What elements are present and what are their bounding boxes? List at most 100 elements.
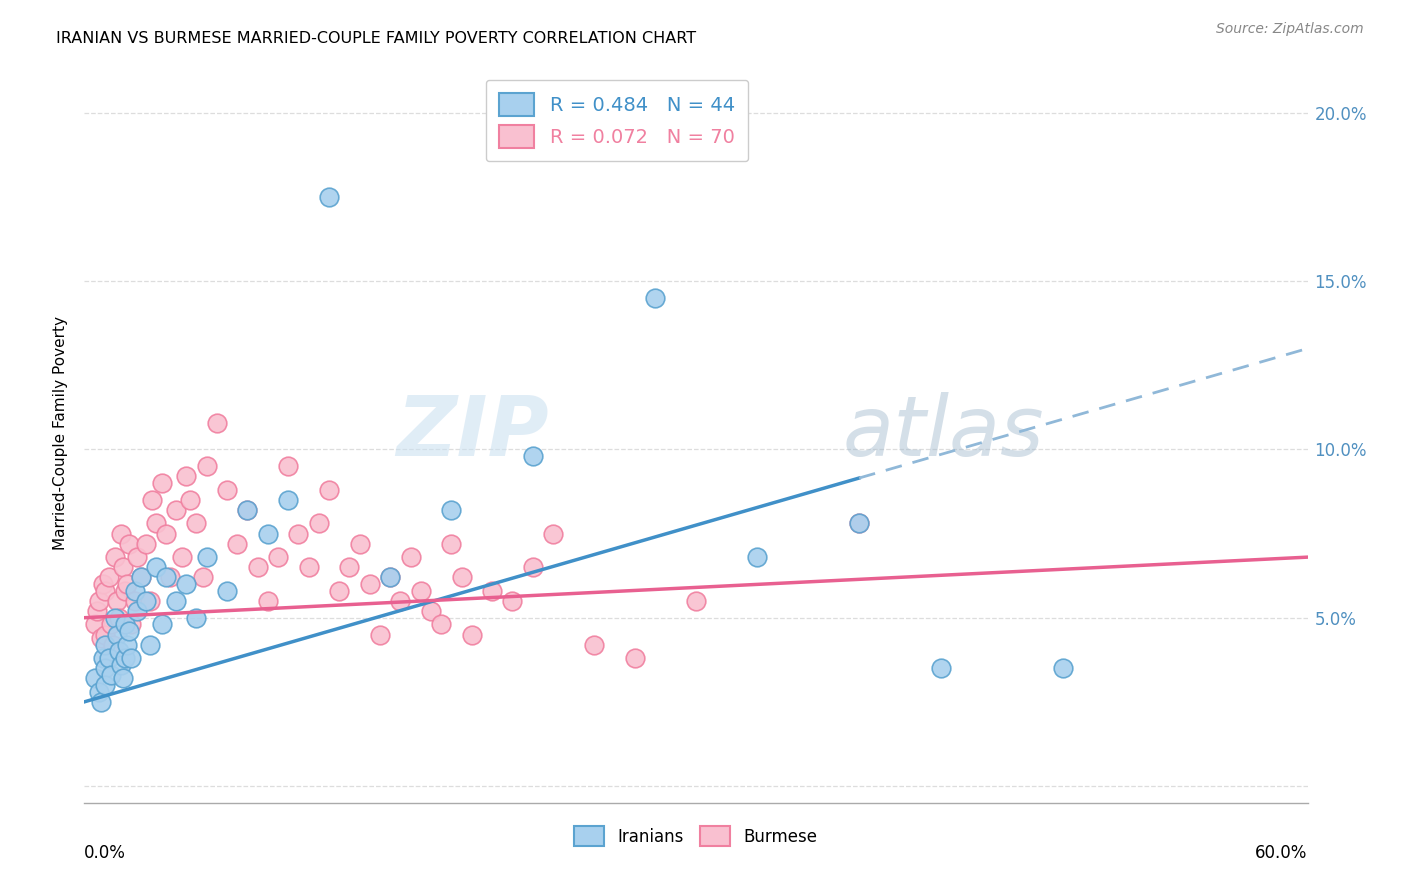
Point <box>1052 661 1074 675</box>
Point <box>430 617 453 632</box>
Point <box>93 678 115 692</box>
Point <box>87 685 110 699</box>
Point <box>236 503 259 517</box>
Point <box>308 516 330 531</box>
Point <box>583 638 606 652</box>
Point <box>440 503 463 517</box>
Point <box>141 492 163 507</box>
Point <box>644 291 666 305</box>
Point <box>114 617 136 632</box>
Point <box>481 583 503 598</box>
Y-axis label: Married-Couple Family Poverty: Married-Couple Family Poverty <box>53 316 69 549</box>
Point <box>257 526 280 541</box>
Point <box>328 583 350 598</box>
Point <box>848 516 870 531</box>
Point <box>747 550 769 565</box>
Point <box>399 550 422 565</box>
Point <box>217 483 239 497</box>
Point <box>108 644 131 658</box>
Point <box>848 516 870 531</box>
Point <box>120 617 142 632</box>
Point <box>172 550 194 565</box>
Point <box>145 516 167 531</box>
Point <box>522 560 544 574</box>
Point <box>195 550 218 565</box>
Point <box>186 610 208 624</box>
Point <box>450 570 472 584</box>
Point <box>277 492 299 507</box>
Point <box>226 536 249 550</box>
Point <box>624 651 647 665</box>
Point <box>105 594 128 608</box>
Point <box>368 627 391 641</box>
Point <box>90 631 112 645</box>
Point <box>502 594 524 608</box>
Point <box>380 570 402 584</box>
Point <box>159 570 181 584</box>
Point <box>87 594 110 608</box>
Point <box>205 416 228 430</box>
Point <box>318 190 340 204</box>
Point <box>257 594 280 608</box>
Point <box>100 668 122 682</box>
Point <box>135 536 157 550</box>
Point <box>165 503 187 517</box>
Point <box>118 624 141 639</box>
Point <box>195 459 218 474</box>
Point <box>114 583 136 598</box>
Point <box>93 583 115 598</box>
Legend: Iranians, Burmese: Iranians, Burmese <box>562 814 830 857</box>
Point <box>380 570 402 584</box>
Point <box>929 661 952 675</box>
Point <box>83 617 105 632</box>
Point <box>97 651 120 665</box>
Point <box>174 469 197 483</box>
Point <box>267 550 290 565</box>
Text: IRANIAN VS BURMESE MARRIED-COUPLE FAMILY POVERTY CORRELATION CHART: IRANIAN VS BURMESE MARRIED-COUPLE FAMILY… <box>56 31 696 46</box>
Point <box>138 594 160 608</box>
Text: atlas: atlas <box>842 392 1045 473</box>
Point <box>104 550 127 565</box>
Point <box>115 577 138 591</box>
Point <box>389 594 412 608</box>
Point <box>124 594 146 608</box>
Point <box>93 661 115 675</box>
Point <box>165 594 187 608</box>
Point <box>277 459 299 474</box>
Point <box>287 526 309 541</box>
Point <box>186 516 208 531</box>
Point <box>127 604 149 618</box>
Point <box>217 583 239 598</box>
Point <box>543 526 565 541</box>
Point <box>409 583 432 598</box>
Point <box>150 617 173 632</box>
Point <box>685 594 707 608</box>
Point <box>110 657 132 672</box>
Point <box>120 651 142 665</box>
Point <box>135 594 157 608</box>
Point <box>91 577 114 591</box>
Text: Source: ZipAtlas.com: Source: ZipAtlas.com <box>1216 22 1364 37</box>
Point <box>131 570 153 584</box>
Point <box>461 627 484 641</box>
Point <box>420 604 443 618</box>
Point <box>100 617 122 632</box>
Point <box>101 638 124 652</box>
Point <box>93 627 115 641</box>
Point <box>339 560 361 574</box>
Point <box>97 570 120 584</box>
Point <box>246 560 269 574</box>
Point <box>108 610 131 624</box>
Point <box>110 526 132 541</box>
Point <box>522 449 544 463</box>
Point <box>114 651 136 665</box>
Point <box>127 550 149 565</box>
Point <box>112 671 135 685</box>
Point <box>440 536 463 550</box>
Point <box>83 671 105 685</box>
Point <box>105 627 128 641</box>
Point <box>112 560 135 574</box>
Point <box>150 476 173 491</box>
Point <box>236 503 259 517</box>
Point <box>174 577 197 591</box>
